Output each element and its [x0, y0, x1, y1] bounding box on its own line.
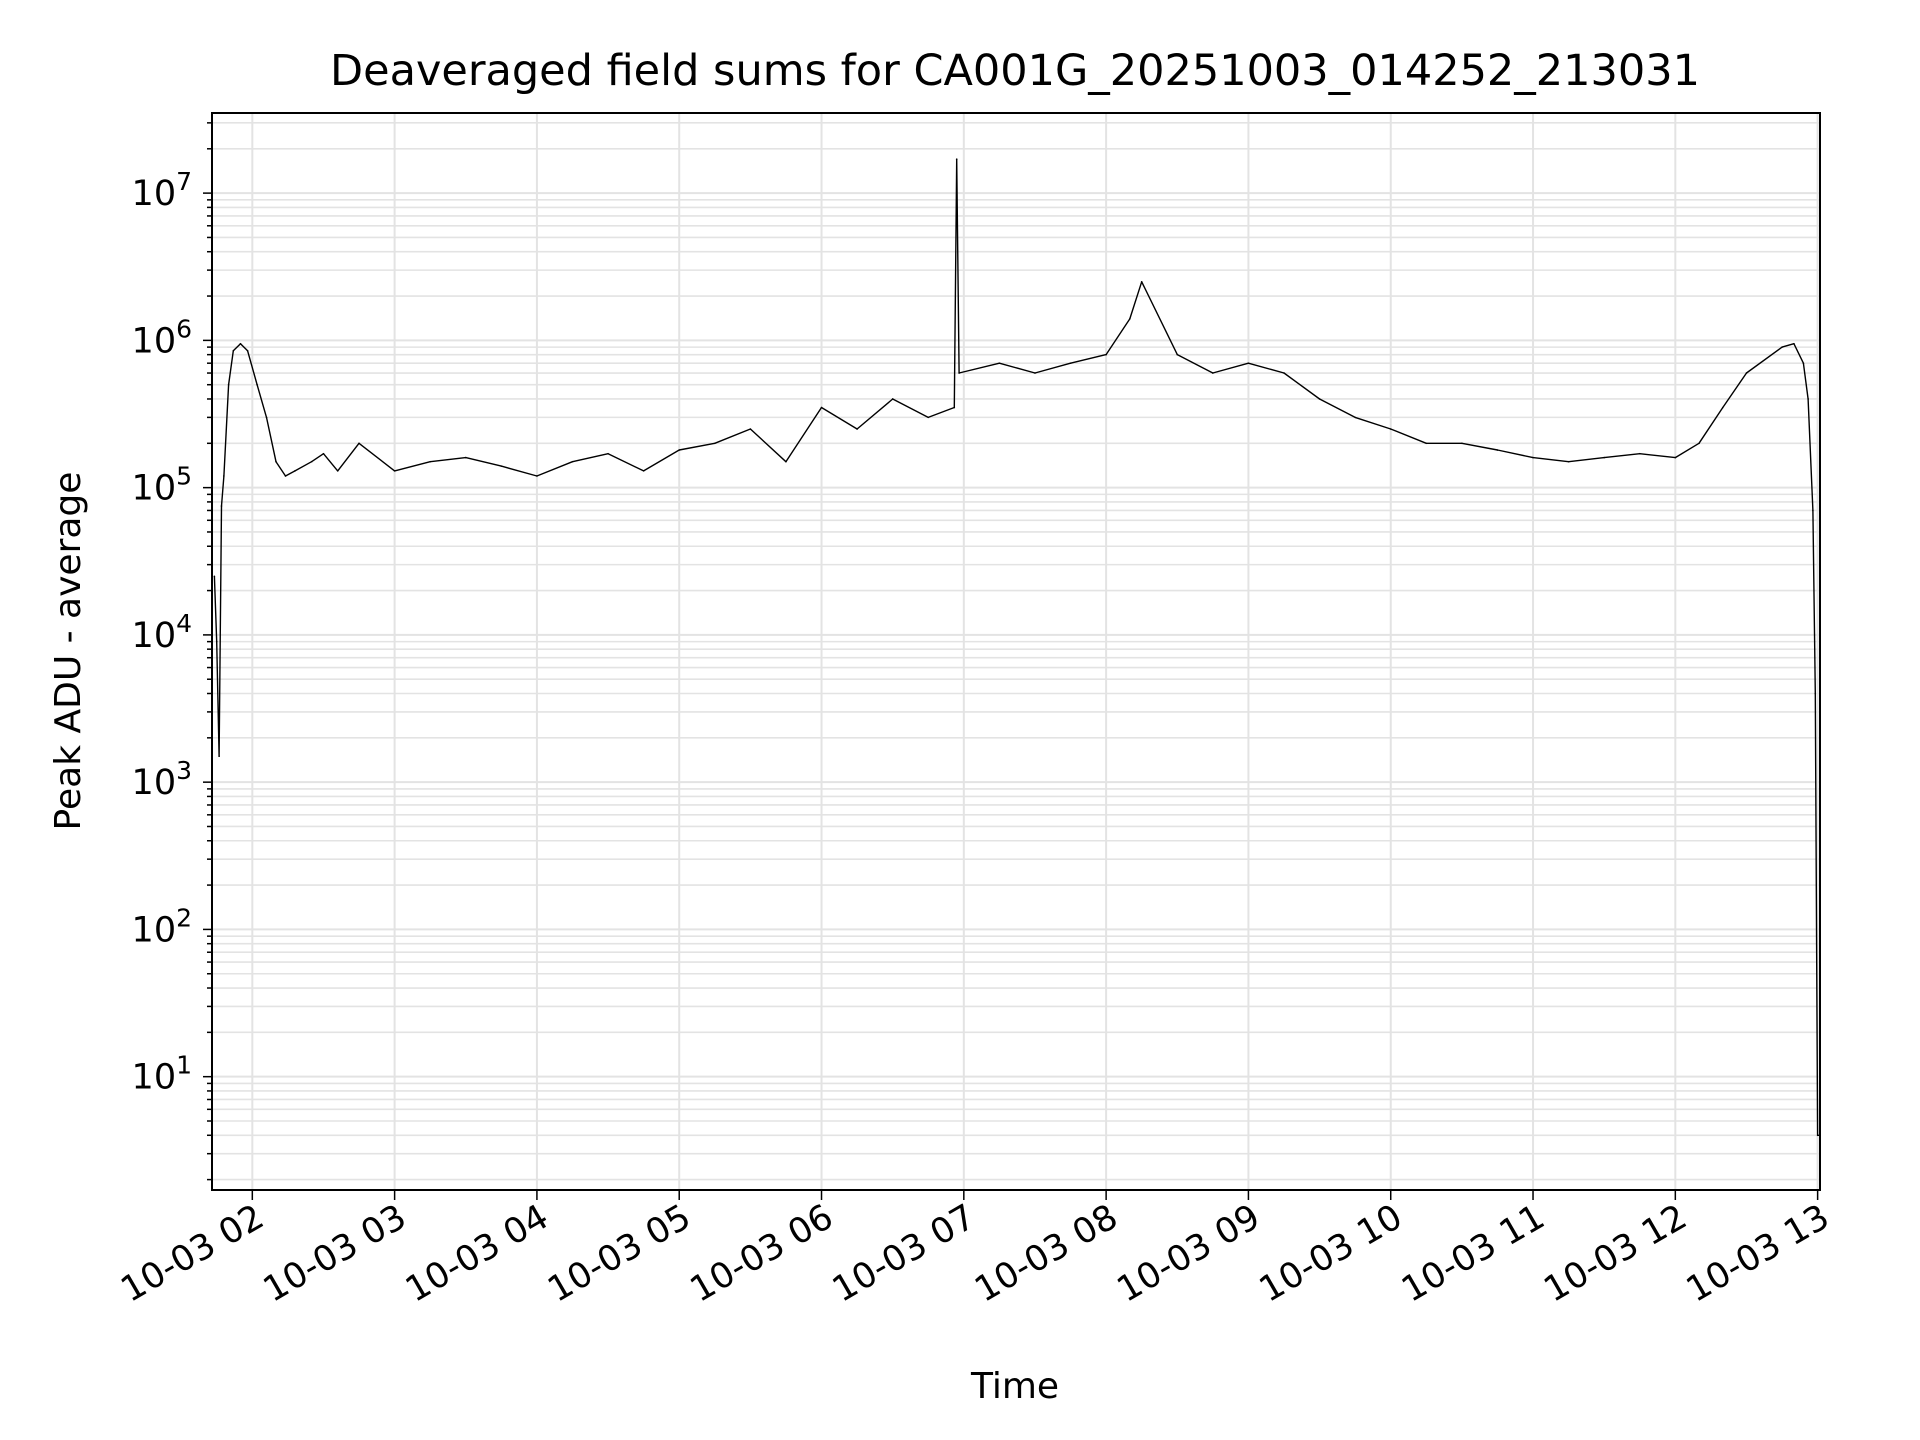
data-point: [891, 398, 894, 400]
data-point: [1814, 692, 1817, 695]
data-point: [1283, 372, 1285, 374]
data-point: [500, 465, 503, 467]
data-point: [1698, 442, 1700, 445]
data-point: [1793, 342, 1795, 345]
x-tick-label: 10-03 13: [1680, 1197, 1836, 1310]
y-tick-label: 106: [132, 314, 192, 361]
x-tick-label: 10-03 09: [1111, 1197, 1267, 1310]
data-point: [571, 460, 574, 463]
series-layer: [213, 158, 1821, 1137]
data-point: [998, 362, 1001, 364]
data-point: [1721, 406, 1724, 409]
data-point: [1816, 1134, 1819, 1137]
data-point: [856, 428, 858, 430]
x-tick-label: 10-03 10: [1253, 1197, 1409, 1310]
data-point: [215, 640, 218, 643]
data-point: [1461, 442, 1463, 445]
y-tick-label: 101: [132, 1051, 192, 1098]
y-tick-label: 103: [132, 756, 192, 803]
data-point: [393, 470, 396, 472]
plot-frame: [211, 112, 1821, 1191]
data-point: [284, 475, 287, 477]
data-point: [678, 449, 681, 451]
grid: [212, 113, 1820, 1190]
data-point: [1034, 372, 1036, 374]
data-point: [232, 349, 235, 352]
data-point: [223, 475, 225, 477]
data-point: [265, 416, 268, 419]
data-point: [239, 342, 242, 345]
data-point: [1802, 362, 1805, 364]
data-point: [1176, 353, 1179, 356]
data-point: [256, 383, 258, 386]
x-tick-label: 10-03 03: [257, 1197, 413, 1310]
data-point: [1532, 456, 1534, 459]
data-point: [310, 460, 313, 463]
data-point: [785, 460, 787, 463]
data-point: [275, 460, 277, 463]
data-point: [820, 406, 823, 409]
data-point: [464, 456, 467, 459]
data-point: [336, 470, 339, 472]
data-point: [220, 505, 223, 507]
x-tick-label: 10-03 07: [826, 1197, 982, 1310]
y-tick-label: 102: [132, 903, 192, 950]
data-point: [1674, 456, 1677, 459]
data-point: [1812, 509, 1814, 512]
y-axis: 101 102 103 104 105 106 107: [132, 122, 212, 1181]
x-tick-label: 10-03 02: [115, 1197, 271, 1310]
data-point: [1354, 416, 1356, 419]
chart-title: Deaveraged field sums for CA001G_2025100…: [330, 46, 1700, 96]
data-point: [1140, 280, 1143, 283]
series-line: [213, 158, 1820, 1137]
data-point: [927, 416, 930, 419]
data-point: [322, 452, 325, 455]
data-point: [1318, 398, 1321, 400]
x-tick-label: 10-03 12: [1538, 1197, 1694, 1310]
data-point: [749, 428, 752, 430]
data-point: [607, 452, 609, 455]
x-tick-label: 10-03 08: [968, 1197, 1124, 1310]
data-point: [642, 470, 645, 472]
x-tick-label: 10-03 06: [684, 1197, 840, 1310]
y-tick-label: 104: [132, 609, 192, 656]
data-point: [294, 470, 296, 472]
data-point: [1496, 449, 1499, 451]
x-tick-label: 10-03 11: [1395, 1197, 1551, 1310]
data-point: [1247, 362, 1250, 364]
data-point: [1781, 346, 1783, 348]
data-point: [1638, 452, 1641, 455]
data-point: [536, 475, 538, 477]
data-point: [953, 406, 956, 409]
data-point: [429, 460, 431, 463]
data-point: [1069, 362, 1072, 364]
data-point: [1129, 318, 1131, 320]
data-point: [213, 575, 216, 578]
data-point: [218, 755, 220, 758]
data-point: [1603, 456, 1605, 459]
data-point: [1745, 372, 1748, 374]
y-tick-label: 105: [132, 462, 192, 509]
x-axis-title: Time: [970, 1366, 1059, 1407]
data-point: [958, 372, 960, 374]
data-point: [955, 158, 958, 160]
x-tick-label: 10-03 05: [541, 1197, 697, 1310]
x-tick-label: 10-03 04: [399, 1197, 555, 1310]
data-point: [713, 442, 716, 445]
data-point: [1105, 353, 1107, 356]
data-point: [1425, 442, 1428, 445]
y-axis-title: Peak ADU - average: [48, 472, 89, 831]
data-point: [227, 383, 230, 386]
data-point: [1807, 398, 1809, 400]
y-tick-label: 107: [132, 167, 192, 214]
data-point: [358, 442, 360, 445]
data-point: [1567, 460, 1570, 463]
data-point: [246, 349, 249, 352]
data-point: [1212, 372, 1214, 374]
data-point: [1389, 428, 1392, 430]
